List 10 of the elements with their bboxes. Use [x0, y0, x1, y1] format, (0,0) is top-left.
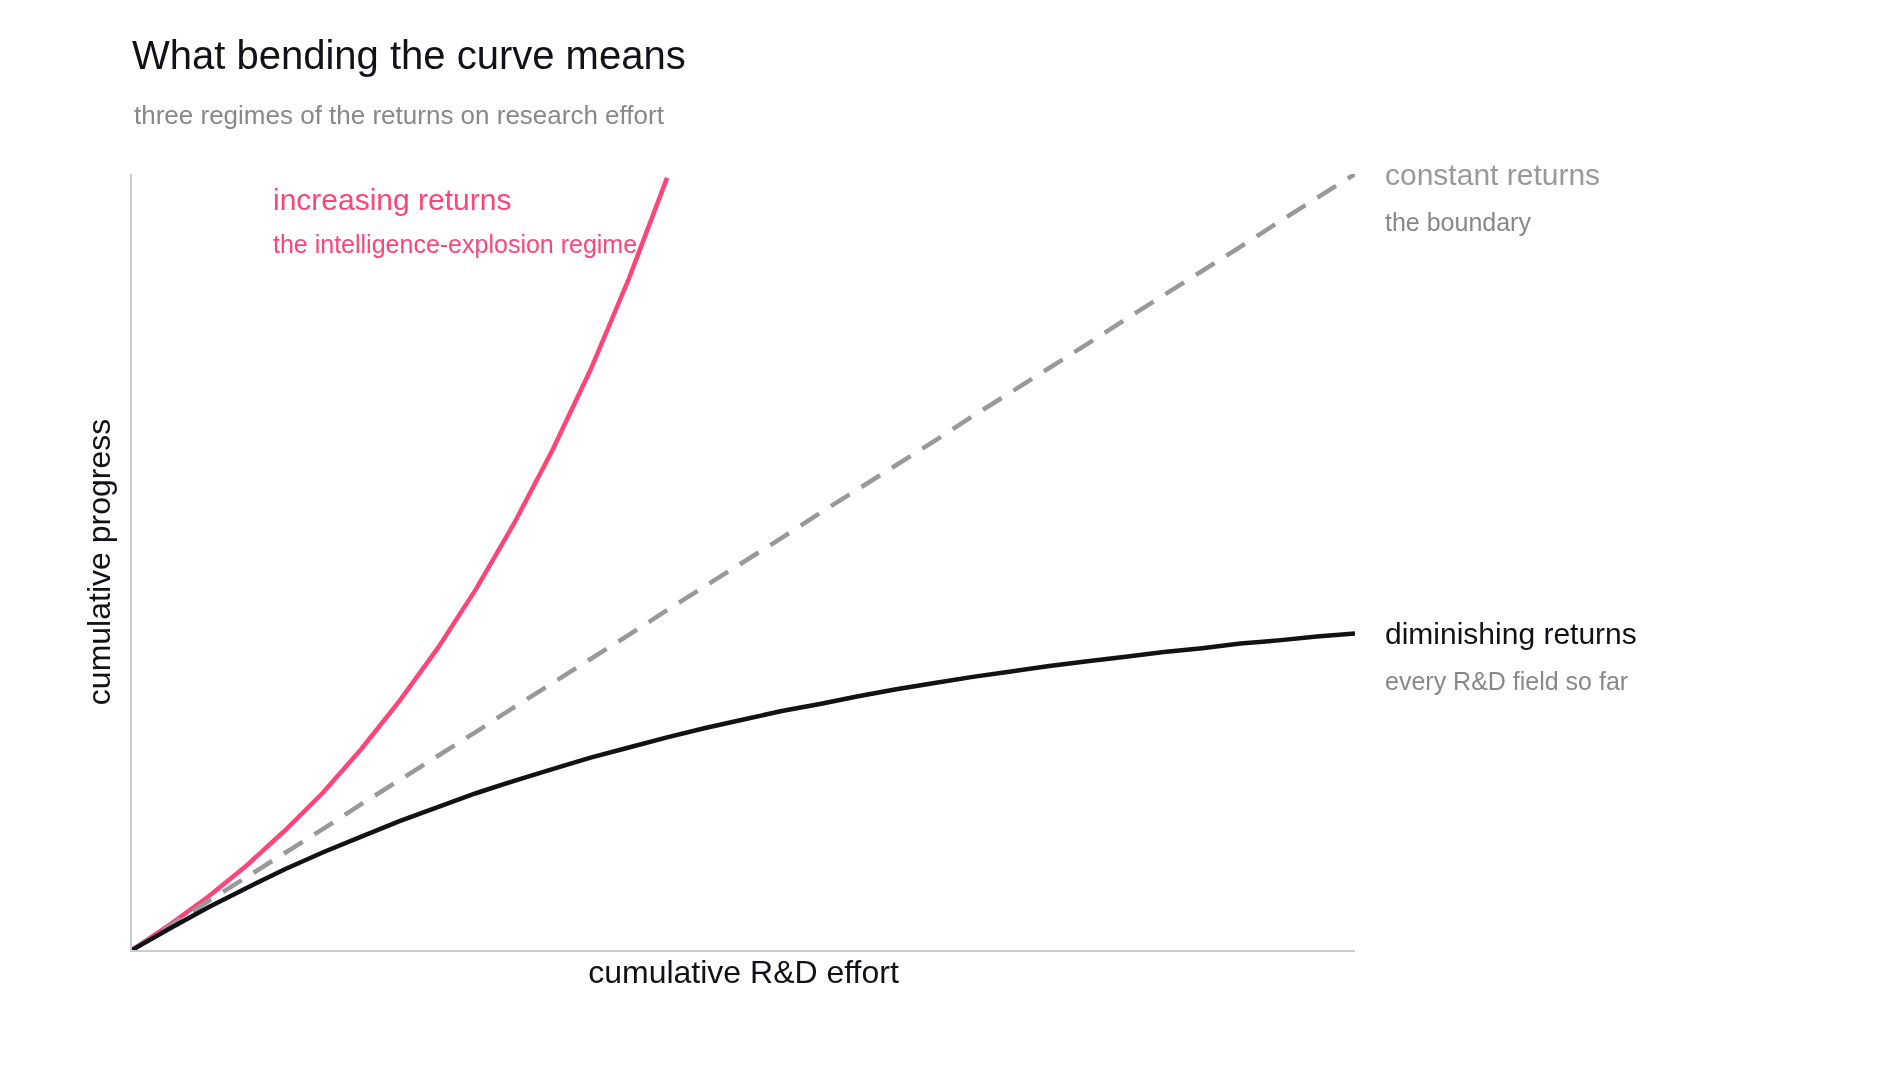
text: the boundary	[1385, 208, 1532, 236]
annotation: the intelligence-explosion regime	[273, 230, 638, 258]
y-axis-title: cumulative progress	[80, 418, 117, 706]
chart-title: What bending the curve means	[132, 33, 686, 77]
x-axis-title: cumulative R&D effort	[588, 954, 899, 991]
series-label: diminishing returns	[1385, 617, 1637, 650]
text: increasing returns	[273, 183, 512, 216]
text: every R&D field so far	[1385, 667, 1629, 695]
chart-subtitle: three regimes of the returns on research effort	[134, 100, 665, 130]
series-label: constant returns	[1385, 158, 1601, 191]
